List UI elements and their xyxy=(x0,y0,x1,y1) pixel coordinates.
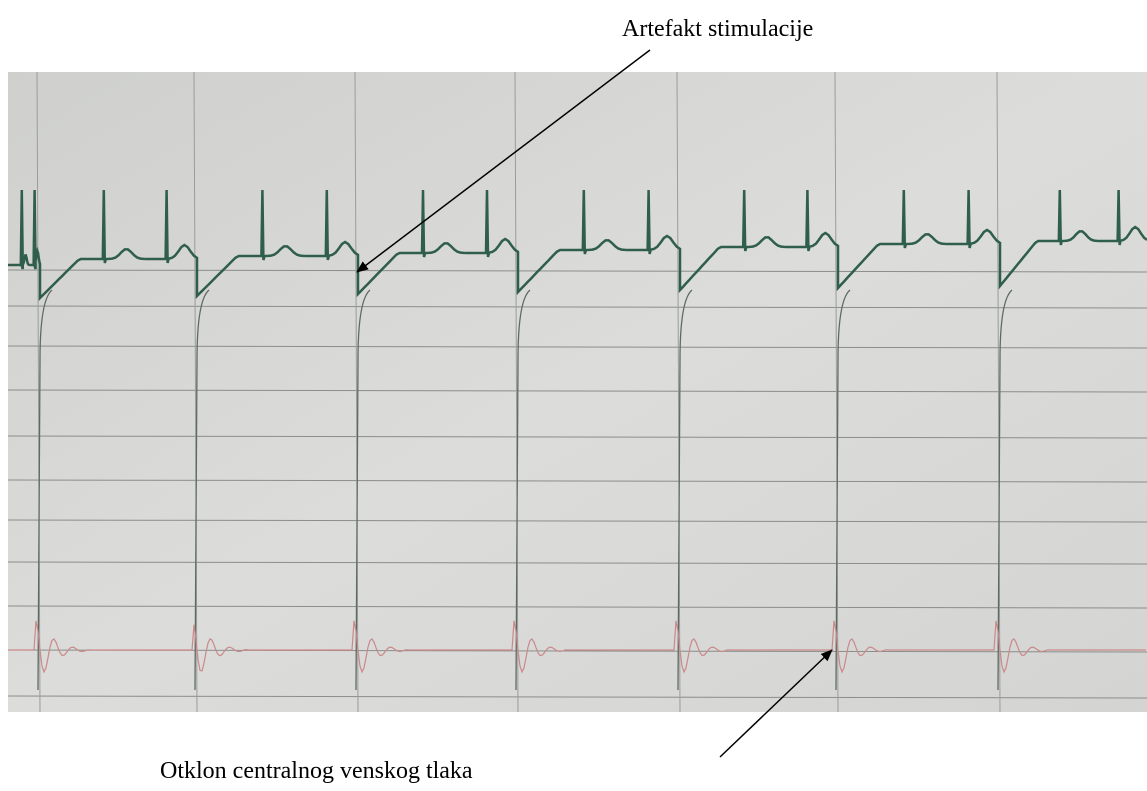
annotation: Artefakt stimulacije xyxy=(622,16,813,42)
figure: Artefakt stimulacije Otklon centralnog v… xyxy=(0,0,1147,791)
annotation: Otklon centralnog venskog tlaka xyxy=(160,758,473,784)
